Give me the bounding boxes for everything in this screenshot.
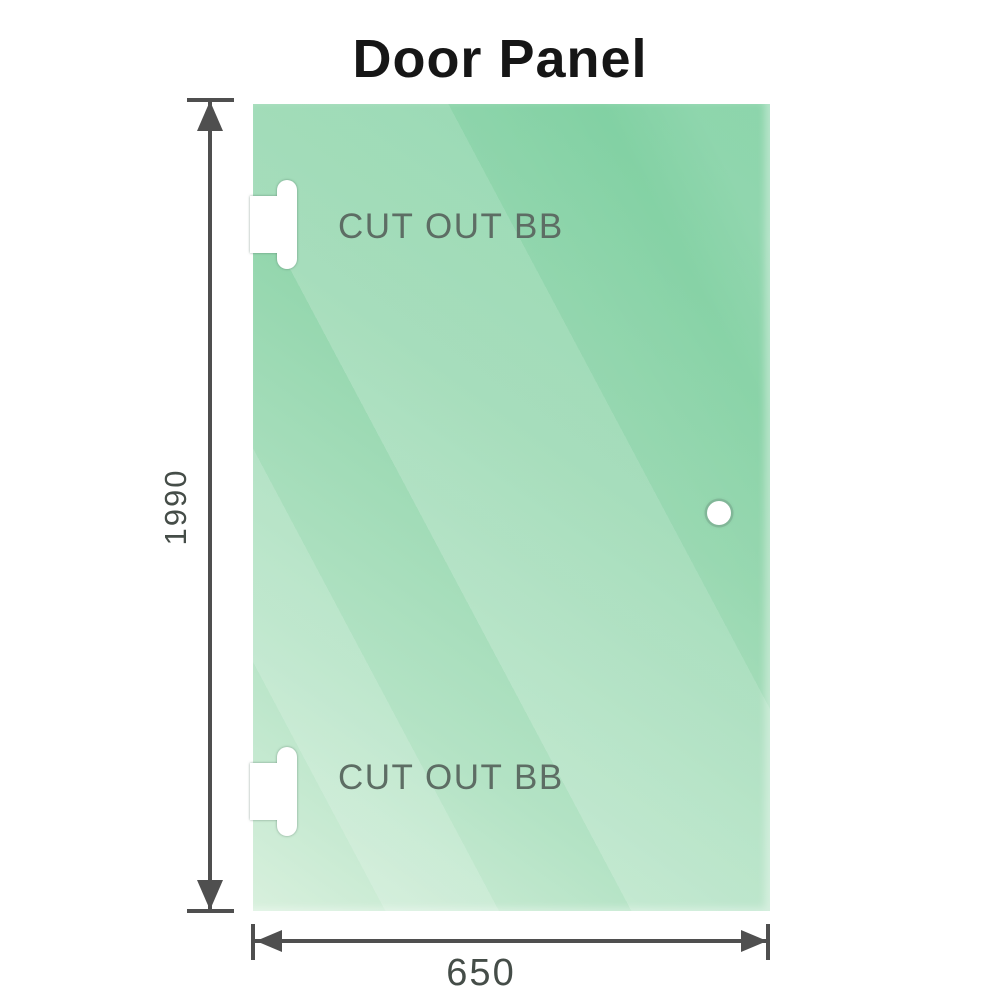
hinge-cutout-top-icon [250, 180, 297, 269]
arrow-down-icon [197, 880, 223, 910]
height-dimension-bottom-cap [187, 909, 234, 913]
cutout-label-bottom: CUT OUT BB [338, 758, 564, 797]
width-dimension-left-tick [251, 924, 255, 960]
arrow-right-icon [741, 930, 767, 952]
glass-panel [253, 104, 770, 911]
handle-hole [707, 501, 731, 525]
cutout-label-top: CUT OUT BB [338, 207, 564, 246]
width-dimension-right-tick [766, 924, 770, 960]
width-dimension-line [255, 939, 768, 943]
height-dimension-line [208, 100, 212, 911]
page-title: Door Panel [352, 29, 648, 89]
width-dimension-value: 650 [446, 952, 516, 994]
height-dimension-value: 1990 [158, 468, 193, 546]
hinge-cutout-bottom-icon [250, 747, 297, 836]
